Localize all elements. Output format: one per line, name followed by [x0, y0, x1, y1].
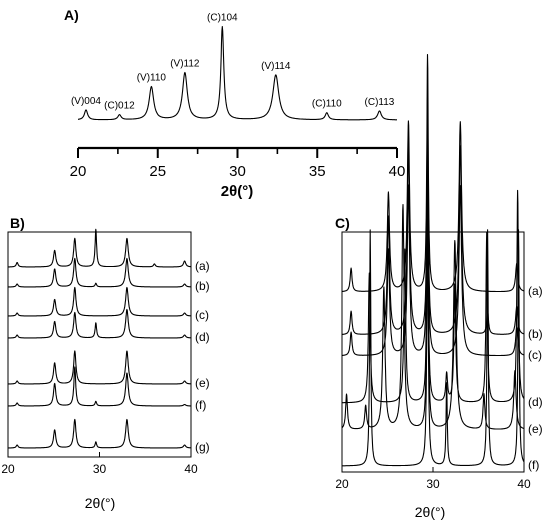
series-label: (c): [195, 308, 209, 322]
series-label: (f): [195, 398, 206, 412]
series-label: (b): [528, 327, 543, 341]
panel-a-pattern: [77, 25, 398, 121]
panel-a: A) 20 25 30 35 40 (V)004 (C)012 (V)110(V)112 (C…: [64, 7, 405, 200]
panel-b-frame: [7, 231, 192, 458]
peak-label: (C)012: [104, 101, 135, 112]
panel-b-x-axis: [7, 452, 192, 457]
x-tick-label: 40: [184, 462, 198, 476]
x-tick-label: 20: [70, 163, 87, 180]
pattern-trace: [341, 229, 525, 467]
pattern-trace: [7, 350, 192, 385]
series-label: (e): [195, 376, 210, 390]
pattern-trace: [341, 54, 525, 293]
panel-b-tick-labels: 20 30 40: [1, 462, 198, 476]
peak-label: (C)110: [312, 99, 342, 110]
panel-c-x-axis: [341, 467, 525, 472]
series-label: (f): [528, 458, 539, 472]
x-tick-label: 30: [229, 163, 246, 180]
peak-label: (V)114: [261, 61, 291, 72]
panel-a-x-axis: [77, 146, 398, 158]
panel-c-label: C): [335, 215, 350, 231]
panel-b-xlabel: 2θ(°): [85, 495, 116, 511]
x-tick-label: 40: [517, 477, 531, 491]
panel-b-label: B): [10, 215, 25, 231]
panel-a-peak-labels: (V)004 (C)012 (V)110(V)112 (C)104 (V)114 (C)1…: [71, 12, 395, 111]
panel-c-patterns: [341, 54, 525, 467]
pattern-trace: [7, 418, 192, 449]
pattern-trace: [7, 257, 192, 288]
peak-label: (V)112: [170, 59, 200, 70]
peak-label: (C)113: [365, 97, 395, 108]
panel-c-series-labels: (a) (b) (c) (d) (e) (f): [528, 284, 543, 472]
series-label: (e): [528, 422, 543, 436]
pattern-trace: [7, 286, 192, 317]
x-tick-label: 30: [426, 477, 440, 491]
peak-label: (V)004: [71, 96, 101, 107]
panel-a-xlabel: 2θ(°): [221, 183, 253, 200]
x-tick-label: 25: [149, 163, 166, 180]
peak-label: (V)110: [137, 73, 167, 84]
panel-c: C) 20 30 40 (a) (b) (c) (d) (e) (f) 2θ(°): [335, 54, 543, 520]
pattern-trace: [77, 25, 398, 121]
panel-b: B) 20 30 40 (a) (b) (c) (d) (e) (f) (g) 2θ(°): [1, 215, 209, 511]
series-label: (a): [195, 259, 210, 273]
x-tick-label: 20: [1, 462, 15, 476]
series-label: (g): [195, 440, 210, 454]
panel-c-tick-labels: 20 30 40: [335, 477, 531, 491]
series-label: (d): [195, 330, 210, 344]
panel-b-series-labels: (a) (b) (c) (d) (e) (f) (g): [195, 259, 210, 454]
x-tick-label: 40: [389, 163, 406, 180]
panel-b-patterns: [7, 228, 192, 449]
panel-a-tick-labels: 20 25 30 35 40: [70, 163, 406, 180]
panel-a-label: A): [64, 7, 79, 23]
series-label: (b): [195, 279, 210, 293]
series-label: (d): [528, 395, 543, 409]
series-label: (c): [528, 348, 542, 362]
series-label: (a): [528, 284, 543, 298]
pattern-trace: [341, 165, 525, 404]
pattern-trace: [7, 228, 192, 268]
x-tick-label: 20: [335, 477, 349, 491]
pattern-trace: [7, 366, 192, 407]
pattern-trace: [341, 96, 525, 335]
panel-c-xlabel: 2θ(°): [415, 504, 446, 520]
pattern-trace: [7, 308, 192, 339]
x-tick-label: 30: [93, 462, 107, 476]
peak-label: (C)104: [207, 12, 238, 23]
pattern-trace: [341, 118, 525, 357]
x-tick-label: 35: [309, 163, 326, 180]
